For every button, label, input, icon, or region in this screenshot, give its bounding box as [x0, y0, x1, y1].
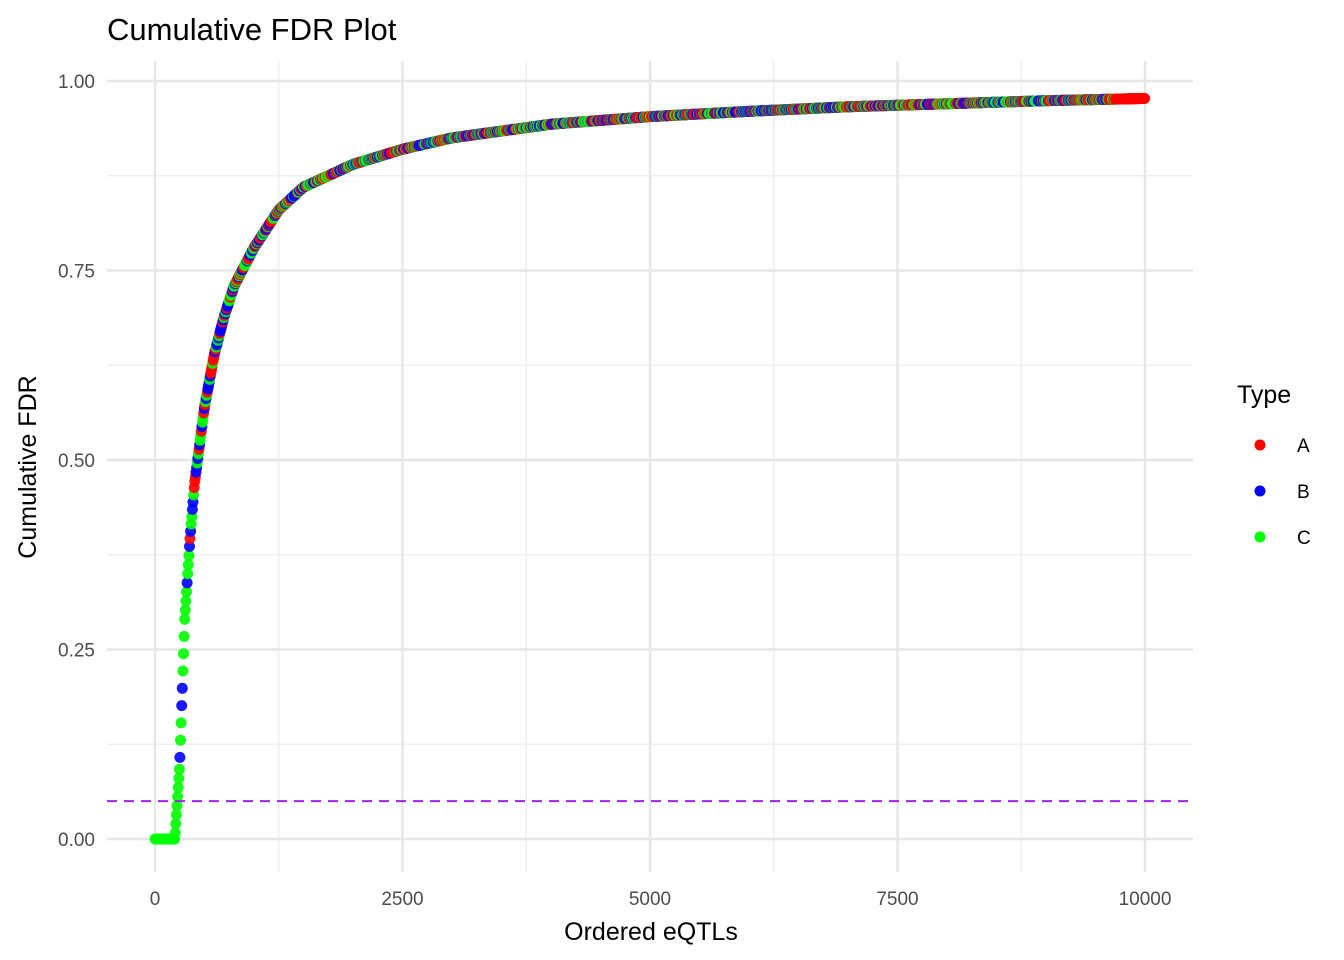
data-point-B — [176, 700, 188, 712]
data-point-C — [173, 772, 185, 784]
y-tick-label: 0.25 — [58, 641, 95, 662]
data-point-C — [178, 631, 190, 642]
legend-label-C: C — [1297, 528, 1311, 549]
y-axis-title: Cumulative FDR — [14, 375, 42, 558]
y-tick-label: 1.00 — [58, 72, 95, 93]
legend-key-A — [1254, 439, 1266, 451]
data-point-C — [177, 665, 189, 677]
legend-key-C — [1254, 531, 1266, 543]
legend-label-B: B — [1297, 482, 1310, 503]
data-point-C — [171, 800, 183, 812]
y-tick-label: 0.50 — [58, 451, 95, 472]
data-point-B — [181, 577, 193, 589]
x-tick-label: 2500 — [381, 889, 423, 910]
legend-title: Type — [1237, 381, 1291, 409]
data-point-C — [170, 818, 182, 830]
y-tick-label: 0.00 — [58, 830, 95, 851]
data-point-C — [179, 613, 191, 625]
data-point-C — [173, 763, 185, 775]
x-tick-label: 0 — [150, 889, 161, 910]
data-point-B — [184, 540, 195, 552]
data-point-C — [179, 604, 191, 616]
y-tick-label: 0.75 — [58, 262, 95, 283]
data-point-C — [182, 559, 194, 571]
data-point-C — [180, 595, 192, 607]
data-point-B — [176, 682, 188, 694]
data-point-C — [178, 648, 189, 660]
data-point-C — [170, 809, 182, 821]
data-point-C — [172, 782, 184, 793]
data-point-C — [182, 568, 194, 580]
data-point-C — [172, 791, 184, 803]
data-point-C — [183, 550, 195, 561]
x-axis-title: Ordered eQTLs — [564, 918, 738, 946]
legend-label-A: A — [1297, 436, 1310, 457]
x-tick-label: 10000 — [1119, 889, 1172, 910]
data-points — [149, 92, 1151, 845]
data-point-A — [1139, 92, 1151, 104]
legend-key-B — [1254, 485, 1266, 497]
data-point-B — [174, 751, 186, 763]
x-tick-label: 7500 — [876, 889, 918, 910]
y-axis-ticks: 0.00 0.25 0.50 0.75 1.00 — [58, 72, 95, 851]
data-point-C — [169, 827, 181, 839]
grid-major — [107, 61, 1193, 872]
x-tick-label: 5000 — [629, 889, 671, 910]
data-point-C — [181, 586, 192, 598]
legend: Type A B C — [1237, 381, 1311, 549]
x-axis-ticks: 0 2500 5000 7500 10000 — [150, 889, 1172, 910]
data-point-C — [175, 717, 187, 729]
chart-title: Cumulative FDR Plot — [107, 12, 397, 47]
data-point-C — [175, 734, 186, 746]
